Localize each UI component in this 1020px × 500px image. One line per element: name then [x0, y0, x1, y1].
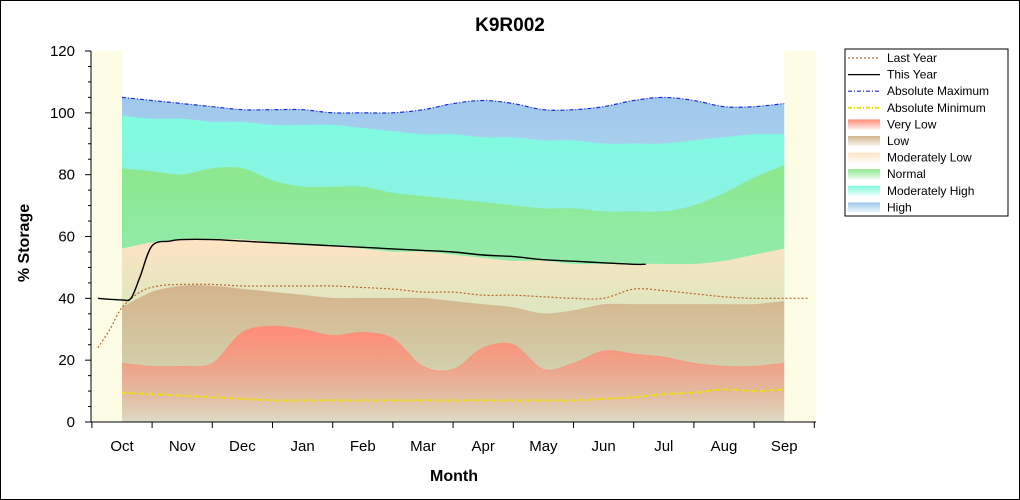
legend-label-this-year: This Year — [887, 68, 937, 82]
y-axis-title: % Storage — [16, 204, 33, 282]
legend-label-absolute-maximum: Absolute Maximum — [887, 84, 989, 98]
chart-title: K9R002 — [475, 15, 545, 36]
y-tick-label: 40 — [58, 290, 75, 307]
bands — [121, 96, 785, 423]
legend-swatch-high — [848, 202, 880, 213]
y-tick-label: 0 — [67, 414, 75, 431]
legend-label-high: High — [887, 200, 912, 214]
legend-label-normal: Normal — [887, 167, 926, 181]
y-tick-label: 120 — [50, 43, 75, 60]
x-tick-label: Mar — [410, 438, 436, 455]
legend-swatch-moderately-low — [848, 152, 880, 163]
legend-label-moderately-low: Moderately Low — [887, 151, 972, 165]
legend-label-absolute-minimum: Absolute Minimum — [887, 101, 986, 115]
x-axis-title: Month — [430, 468, 478, 485]
series-absolute-minimum — [121, 388, 785, 402]
legend-swatch-low — [848, 136, 880, 146]
y-tick-label: 60 — [58, 229, 75, 246]
series-this-year — [97, 238, 646, 302]
band-edge-moderately-high — [121, 115, 785, 145]
legend-label-moderately-high: Moderately High — [887, 184, 974, 198]
x-tick-label: Jul — [654, 438, 673, 455]
y-tick-label: 20 — [58, 352, 75, 369]
x-tick-label: Apr — [472, 438, 495, 455]
series-last-year — [97, 283, 809, 349]
x-tick-label: Nov — [169, 438, 196, 455]
y-tick-label: 100 — [50, 105, 75, 122]
band-edge-moderately-low — [121, 238, 785, 265]
x-tick-label: Dec — [229, 438, 256, 455]
legend: Last Year This Year Absolute Maximum Absolu… — [844, 48, 1009, 217]
band-edge-high — [121, 96, 785, 114]
band-edge-very-low — [121, 325, 785, 372]
legend-swatch-very-low — [848, 119, 880, 130]
x-tick-label: Aug — [711, 438, 738, 455]
legend-swatch-moderately-high — [848, 185, 880, 196]
x-tick-label: Feb — [350, 438, 376, 455]
x-tick-label: May — [529, 438, 558, 455]
y-tick-label: 80 — [58, 167, 75, 184]
x-tick-label: Jan — [291, 438, 315, 455]
legend-label-last-year: Last Year — [887, 51, 937, 65]
band-edge-low — [121, 284, 785, 315]
legend-label-very-low: Very Low — [887, 117, 937, 131]
band-edge-normal — [121, 165, 785, 213]
x-tick-label: Oct — [110, 438, 134, 455]
x-tick-label: Jun — [592, 438, 616, 455]
legend-label-low: Low — [887, 134, 909, 148]
legend-swatch-normal — [848, 169, 880, 180]
x-tick-label: Sep — [771, 438, 798, 455]
